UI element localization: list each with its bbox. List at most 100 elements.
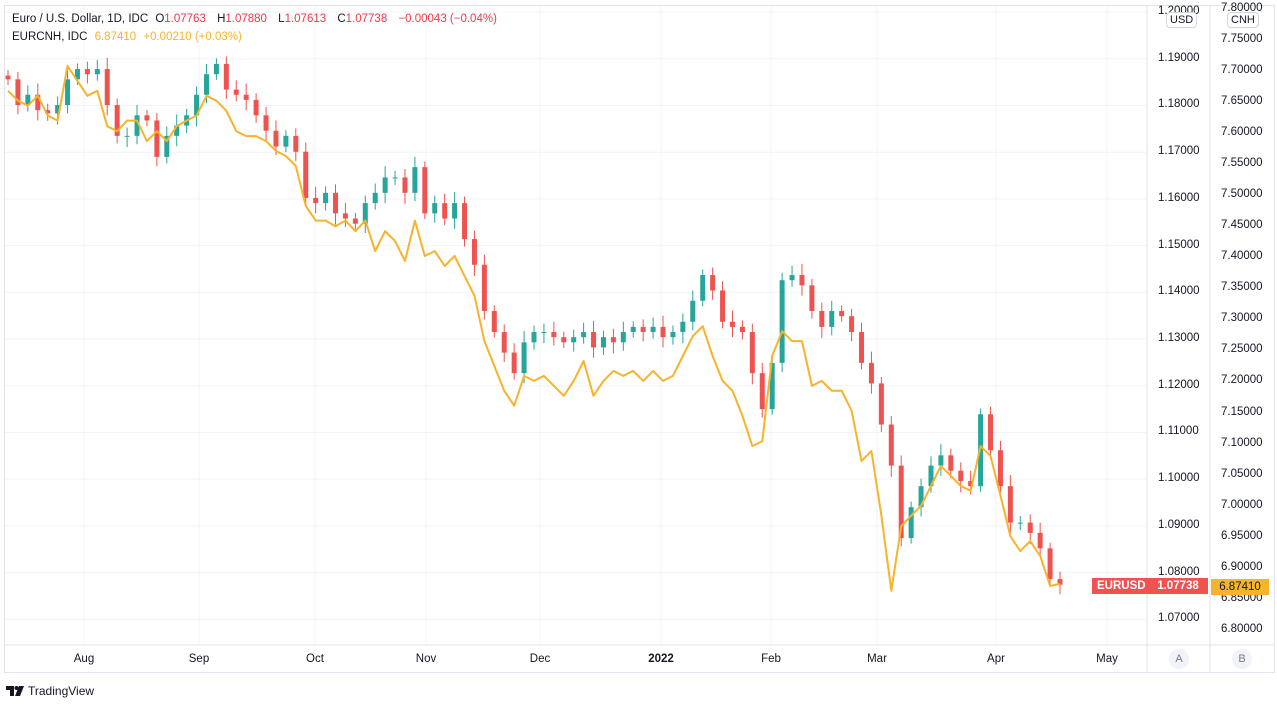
compare-change: +0.00210 (+0.03%): [143, 31, 242, 43]
main-series-legend: Euro / U.S. Dollar, 1D, IDC O1.07763 H1.…: [12, 13, 501, 25]
candle-down: [501, 332, 507, 353]
candle-up: [600, 337, 606, 348]
candle-up: [283, 135, 289, 147]
usd-axis-tick: 1.13000: [1158, 332, 1200, 345]
cnh-axis-tick: 7.60000: [1221, 126, 1263, 139]
low-value: 1.07613: [284, 13, 327, 25]
candle-down: [144, 115, 150, 121]
eurcnh-last-price-tag: 6.87410: [1211, 579, 1269, 595]
time-axis-tick: Sep: [188, 653, 210, 665]
candle-down: [888, 424, 894, 466]
candle-up: [134, 115, 140, 136]
time-axis-tick: May: [1096, 653, 1118, 665]
candle-up: [25, 94, 31, 106]
tradingview-logo[interactable]: TradingView: [6, 684, 94, 698]
candle-up: [1017, 522, 1023, 524]
usd-axis-tick: 1.09000: [1158, 518, 1200, 531]
candle-up: [362, 203, 368, 224]
candle-down: [402, 177, 408, 193]
candle-up: [174, 125, 180, 136]
candle-down: [868, 362, 874, 384]
candle-up: [918, 486, 924, 508]
candle-down: [1057, 579, 1063, 585]
candle-down: [660, 326, 666, 338]
candle-up: [124, 135, 130, 137]
candle-down: [1047, 548, 1053, 580]
candle-down: [968, 481, 974, 487]
right-scale-auto-button[interactable]: B: [1232, 649, 1252, 669]
candle-down: [462, 203, 468, 240]
time-axis-tick: Dec: [529, 653, 551, 665]
candle-up: [203, 74, 209, 95]
candle-up: [789, 275, 795, 281]
candle-down: [710, 275, 716, 291]
close-label: C: [337, 13, 346, 25]
candle-up: [541, 332, 547, 334]
candle-up: [581, 332, 587, 338]
usd-axis-tick: 1.15000: [1158, 238, 1200, 251]
time-axis-tick: Feb: [761, 653, 781, 665]
cnh-axis-tick: 6.90000: [1221, 560, 1263, 573]
candle-up: [620, 332, 626, 343]
cnh-axis-tick: 7.75000: [1221, 32, 1263, 45]
eurusd-last-price-tag: 1.07738: [1148, 578, 1208, 594]
candle-down: [591, 332, 597, 348]
time-axis-tick: Nov: [415, 653, 437, 665]
open-label: O: [155, 13, 165, 25]
candle-down: [233, 89, 239, 95]
candle-down: [1027, 522, 1033, 533]
candle-up: [769, 362, 775, 410]
candle-down: [303, 151, 309, 198]
candle-down: [263, 115, 269, 131]
cnh-unit-button[interactable]: CNH: [1227, 12, 1259, 28]
candle-up: [531, 332, 537, 343]
candle-down: [313, 197, 319, 204]
main-title: Euro / U.S. Dollar, 1D, IDC: [12, 13, 149, 25]
brand-name: TradingView: [28, 684, 95, 698]
usd-axis-tick: 1.18000: [1158, 98, 1200, 111]
left-scale-auto-button[interactable]: A: [1169, 649, 1189, 669]
cnh-axis-tick: 6.80000: [1221, 622, 1263, 635]
candle-up: [521, 342, 527, 374]
candle-down: [342, 213, 348, 219]
candle-down: [333, 192, 339, 214]
candle-down: [422, 167, 428, 214]
candle-down: [849, 316, 855, 333]
cnh-axis-tick: 7.80000: [1221, 1, 1263, 14]
candle-up: [779, 280, 785, 363]
high-value: 1.07880: [225, 13, 267, 25]
close-value: 1.07738: [345, 13, 388, 25]
candle-down: [610, 337, 616, 343]
cnh-axis-tick: 7.10000: [1221, 436, 1263, 449]
usd-unit-button[interactable]: USD: [1166, 12, 1198, 28]
candle-up: [650, 326, 656, 333]
time-axis-tick: Apr: [987, 653, 1005, 665]
usd-axis-tick: 1.14000: [1158, 285, 1200, 298]
candle-down: [898, 465, 904, 539]
candle-up: [382, 177, 388, 193]
candle-down: [114, 105, 120, 136]
candle-up: [94, 69, 100, 75]
time-axis-tick: 2022: [648, 653, 674, 665]
candle-up: [938, 455, 944, 466]
open-value: 1.07763: [164, 13, 206, 25]
cnh-axis-tick: 7.65000: [1221, 94, 1263, 107]
candle-up: [412, 167, 418, 193]
cnh-axis-tick: 7.55000: [1221, 157, 1263, 170]
candle-up: [164, 135, 170, 157]
candle-up: [700, 275, 706, 301]
candle-down: [859, 332, 865, 363]
eurcnh-line: [7, 64, 1061, 592]
cnh-axis-tick: 7.05000: [1221, 467, 1263, 480]
candle-up: [74, 69, 80, 80]
candle-down: [154, 120, 160, 157]
time-axis-tick: Mar: [867, 653, 887, 665]
candle-down: [293, 135, 299, 152]
high-label: H: [217, 13, 226, 25]
candle-up: [630, 326, 636, 333]
candle-down: [491, 311, 497, 333]
candle-up: [928, 465, 934, 487]
candle-down: [243, 94, 249, 100]
usd-axis-tick: 1.11000: [1158, 425, 1199, 438]
